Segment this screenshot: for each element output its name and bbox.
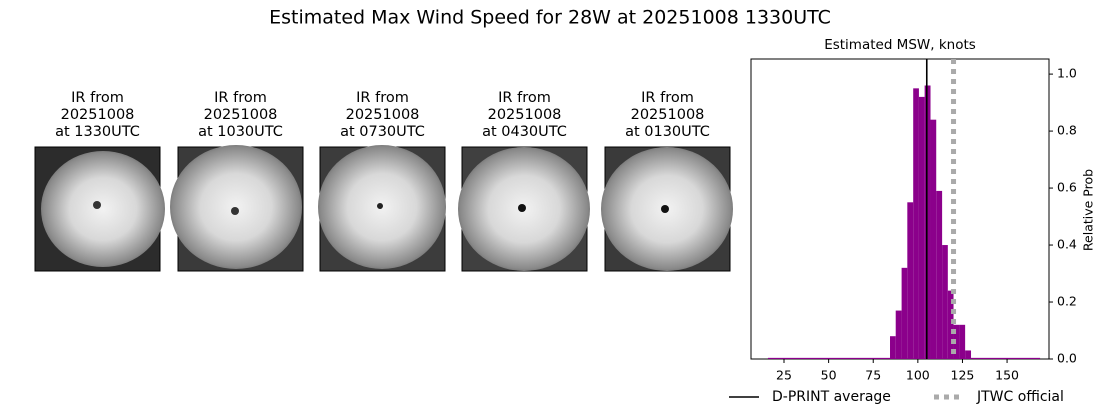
y-tick-label: 0.0: [1057, 351, 1077, 366]
panel-title: at 1030UTC: [198, 124, 283, 140]
bar: [895, 310, 902, 359]
figure-title: Estimated Max Wind Speed for 28W at 2025…: [269, 7, 831, 29]
legend-label: D-PRINT average: [772, 389, 891, 405]
y-tick-label: 1.0: [1057, 66, 1077, 81]
chart-title: Estimated MSW, knots: [824, 37, 976, 53]
satellite-panel: [318, 145, 446, 272]
panel-title: at 0730UTC: [340, 124, 425, 140]
x-tick-label: 50: [821, 368, 837, 383]
panel-title: 20251008: [488, 107, 562, 123]
bar: [901, 267, 908, 359]
satellite-panel: [601, 146, 733, 272]
y-axis-label: Relative Prob: [1081, 169, 1096, 251]
bar: [918, 96, 925, 360]
y-tick-label: 0.6: [1057, 180, 1077, 195]
panel-title: 20251008: [61, 107, 135, 123]
legend-label: JTWC official: [976, 389, 1064, 405]
panel-title: IR from: [71, 90, 124, 106]
panel-title: IR from: [498, 90, 551, 106]
panel-title: at 0130UTC: [625, 124, 710, 140]
bar: [767, 357, 891, 359]
satellite-panel: [170, 145, 304, 272]
y-tick-label: 0.4: [1057, 237, 1077, 252]
panel-title: 20251008: [631, 107, 705, 123]
bar: [907, 202, 914, 359]
satellite-panel: [458, 146, 590, 272]
panel-title: IR from: [356, 90, 409, 106]
bar: [971, 357, 1041, 359]
bar: [947, 290, 954, 359]
x-tick-label: 25: [776, 368, 792, 383]
y-tick-label: 0.8: [1057, 123, 1077, 138]
bar: [965, 350, 972, 359]
panel-title: at 0430UTC: [482, 124, 567, 140]
panel-title: IR from: [641, 90, 694, 106]
bar: [953, 324, 960, 359]
bar: [930, 119, 937, 359]
panel-title: 20251008: [346, 107, 420, 123]
x-tick-label: 125: [951, 368, 975, 383]
bar: [959, 324, 966, 359]
satellite-panel: [34, 146, 165, 272]
panel-title: IR from: [214, 90, 267, 106]
bar: [942, 245, 948, 359]
x-tick-label: 75: [865, 368, 881, 383]
bar: [890, 336, 896, 359]
x-tick-label: 150: [995, 368, 1019, 383]
bar: [936, 190, 943, 359]
panel-title: at 1330UTC: [55, 124, 140, 140]
bar: [913, 88, 919, 359]
y-tick-label: 0.2: [1057, 294, 1077, 309]
bar: [924, 85, 931, 359]
panel-title: 20251008: [204, 107, 278, 123]
x-tick-label: 100: [906, 368, 930, 383]
